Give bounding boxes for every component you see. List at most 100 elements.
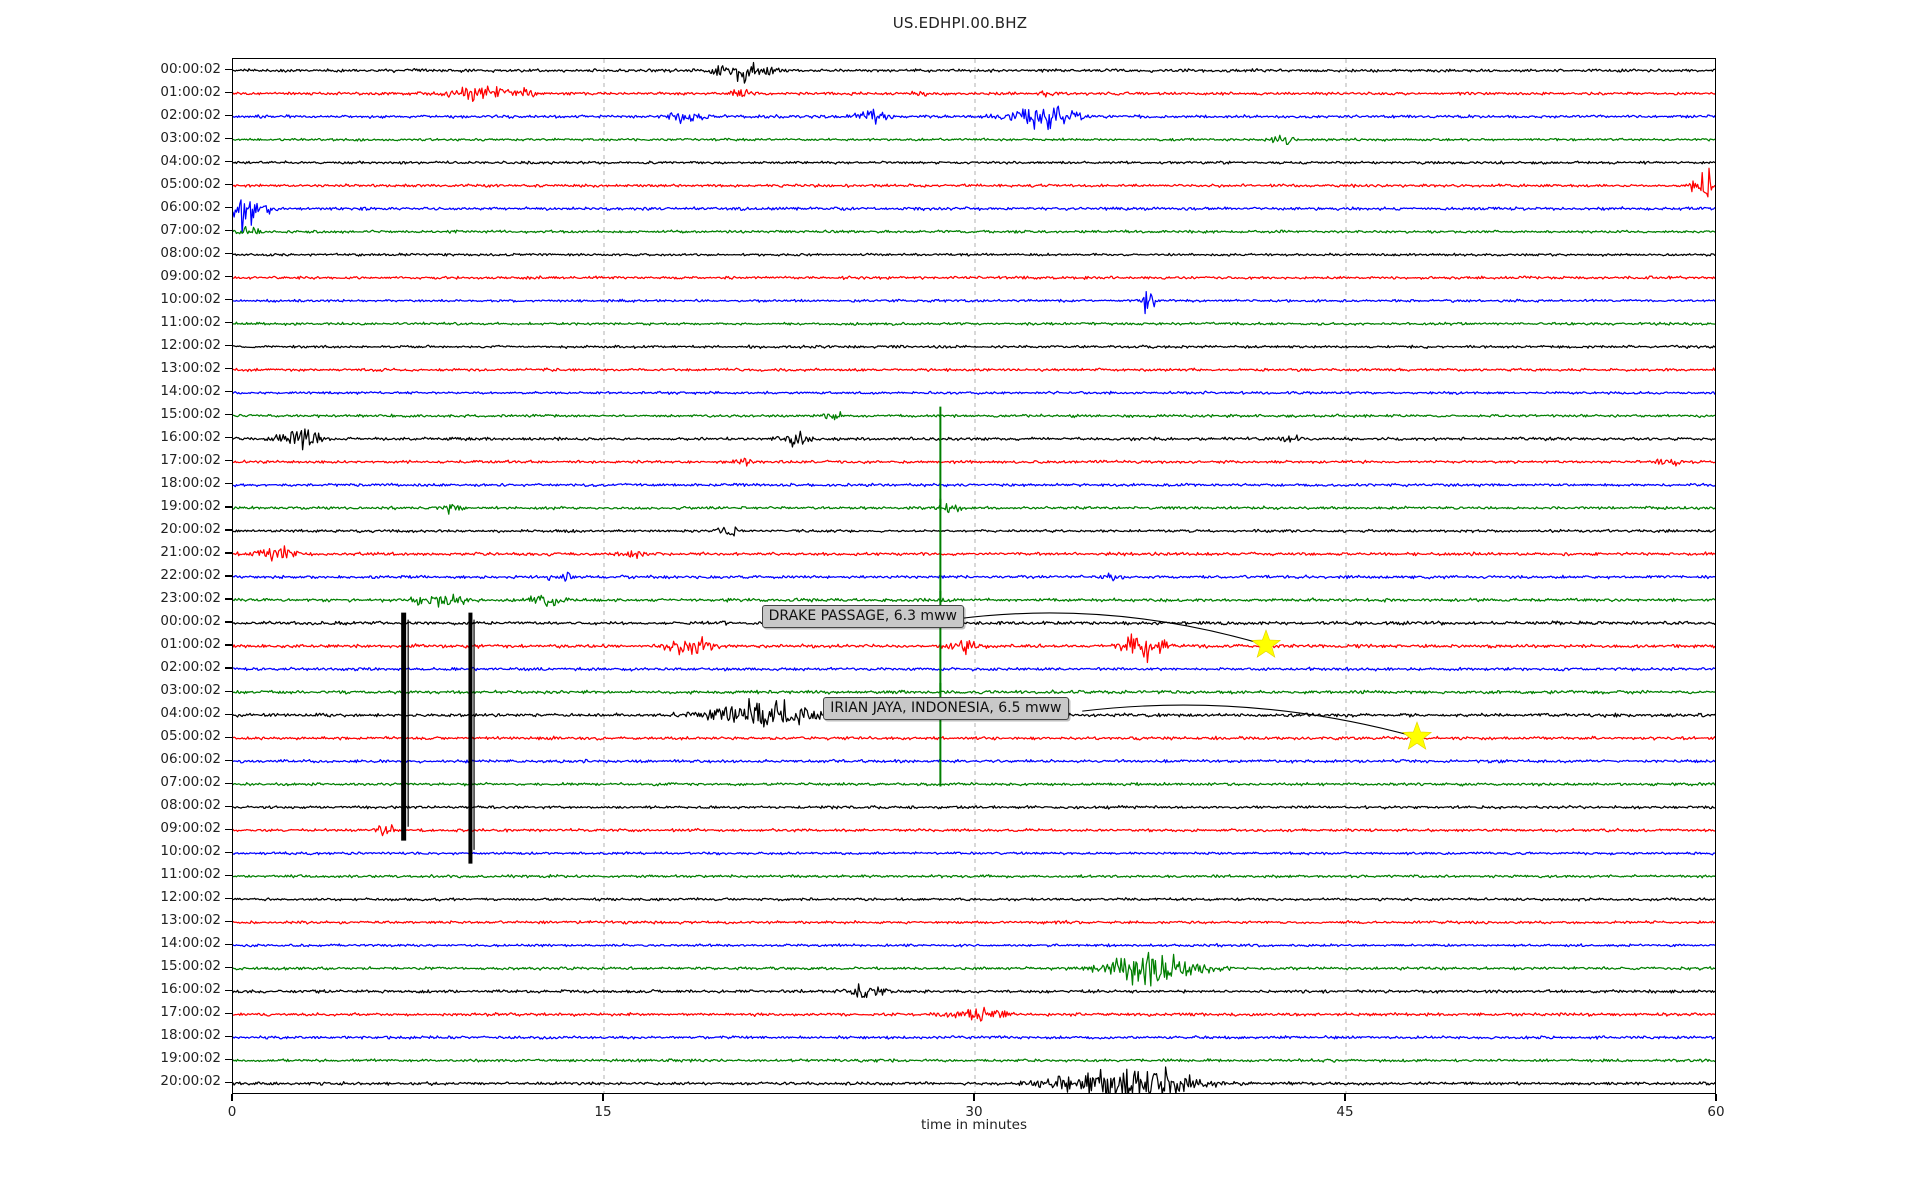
y-axis-tick: [225, 575, 232, 577]
trace-line: [233, 160, 1715, 165]
y-axis-tick-label: 10:00:02: [160, 290, 221, 307]
trace-line: [233, 951, 1715, 987]
y-axis-tick-label: 03:00:02: [160, 682, 221, 699]
y-axis-tick-label: 07:00:02: [160, 774, 221, 791]
y-axis-tick: [225, 230, 232, 232]
y-axis-tick-label: 19:00:02: [160, 497, 221, 514]
y-axis-tick-label: 10:00:02: [160, 843, 221, 860]
trace-line: [233, 593, 1715, 608]
y-axis-tick-label: 07:00:02: [160, 221, 221, 238]
page-title: US.EDHPI.00.BHZ: [892, 14, 1028, 32]
y-axis-tick-label: 12:00:02: [160, 889, 221, 906]
x-axis-tick: [1715, 1094, 1717, 1101]
plot-area: [232, 58, 1716, 1094]
y-axis-tick: [225, 621, 232, 623]
y-axis-tick-label: 12:00:02: [160, 336, 221, 353]
trace-line: [233, 1006, 1715, 1022]
y-axis-tick: [225, 207, 232, 209]
y-axis-tick-label: 13:00:02: [160, 912, 221, 929]
trace-line: [233, 61, 1715, 84]
y-axis-tick: [225, 897, 232, 899]
event-label-1[interactable]: DRAKE PASSAGE, 6.3 mww: [761, 605, 964, 629]
y-axis-tick: [225, 989, 232, 991]
y-axis-tick-label: 14:00:02: [160, 382, 221, 399]
trace-line: [233, 344, 1715, 350]
trace-line: [233, 105, 1715, 131]
y-axis-tick-label: 06:00:02: [160, 198, 221, 215]
x-axis-tick: [602, 1094, 604, 1101]
y-axis-tick-label: 01:00:02: [160, 636, 221, 653]
y-axis-tick: [225, 253, 232, 255]
trace-line: [233, 85, 1715, 103]
y-axis-tick: [225, 736, 232, 738]
trace-line: [233, 321, 1715, 327]
trace-line: [233, 804, 1715, 810]
y-axis-tick: [225, 1081, 232, 1084]
y-axis-tick: [225, 667, 232, 669]
y-axis-tick: [225, 552, 232, 554]
trace-line: [233, 134, 1715, 145]
y-axis-tick-label: 19:00:02: [160, 1050, 221, 1067]
trace-line: [233, 633, 1715, 664]
y-axis-tick: [225, 91, 232, 94]
trace-line: [233, 482, 1715, 488]
trace-line: [233, 1058, 1715, 1063]
trace-line: [233, 502, 1715, 515]
y-axis-tick-label: 20:00:02: [160, 520, 221, 537]
y-axis-tick-label: 00:00:02: [160, 613, 221, 630]
y-axis-tick-label: 14:00:02: [160, 935, 221, 952]
y-axis-tick: [225, 114, 232, 117]
trace-line: [233, 1035, 1715, 1040]
y-axis-tick: [225, 851, 232, 853]
trace-line: [233, 252, 1715, 257]
y-axis-tick-label: 09:00:02: [160, 820, 221, 837]
event-label-2[interactable]: IRIAN JAYA, INDONESIA, 6.5 mww: [823, 697, 1069, 721]
trace-line: [233, 526, 1715, 537]
y-axis-tick-label: 08:00:02: [160, 797, 221, 814]
y-axis-tick: [225, 966, 232, 968]
y-axis-tick-label: 16:00:02: [160, 428, 221, 445]
trace-line: [233, 873, 1715, 879]
y-axis-tick-label: 04:00:02: [160, 705, 221, 722]
y-axis-tick-label: 23:00:02: [160, 590, 221, 607]
y-axis-tick: [225, 460, 232, 462]
y-axis-tick: [225, 1012, 232, 1014]
y-axis-tick-label: 18:00:02: [160, 474, 221, 491]
x-axis-tick-label: 15: [594, 1104, 612, 1120]
x-axis-tick-label: 45: [1336, 1104, 1354, 1120]
trace-line: [233, 781, 1715, 787]
y-axis-tick: [225, 874, 232, 876]
event-star-marker[interactable]: [1249, 628, 1283, 662]
trace-line: [233, 983, 1715, 999]
y-axis-tick-label: 21:00:02: [160, 543, 221, 560]
trace-line: [233, 620, 1715, 626]
y-axis-tick-label: 11:00:02: [160, 866, 221, 883]
y-axis-tick: [225, 759, 232, 761]
y-axis-tick-label: 02:00:02: [160, 659, 221, 676]
y-axis-tick-label: 17:00:02: [160, 1004, 221, 1021]
trace-line: [233, 1066, 1715, 1093]
y-axis-tick: [225, 1058, 232, 1061]
y-axis-tick-label: 02:00:02: [160, 106, 221, 123]
y-axis-tick-label: 11:00:02: [160, 313, 221, 330]
trace-line: [233, 428, 1715, 451]
trace-line: [233, 199, 1715, 234]
y-axis-tick: [225, 598, 232, 600]
y-axis-tick: [225, 161, 232, 163]
trace-line: [233, 689, 1715, 695]
y-axis-tick: [225, 1035, 232, 1038]
y-axis-tick: [225, 920, 232, 922]
y-axis-tick-label: 13:00:02: [160, 359, 221, 376]
trace-line: [233, 571, 1715, 582]
x-axis-tick-label: 30: [965, 1104, 983, 1120]
y-axis-tick: [225, 368, 232, 370]
y-axis-tick: [225, 299, 232, 301]
trace-line: [233, 942, 1715, 948]
y-axis-tick: [225, 68, 232, 71]
y-axis-tick-label: 09:00:02: [160, 267, 221, 284]
y-axis-tick: [225, 483, 232, 485]
event-star-marker[interactable]: [1400, 720, 1434, 754]
y-axis-tick-label: 06:00:02: [160, 751, 221, 768]
y-axis-tick: [225, 644, 232, 646]
